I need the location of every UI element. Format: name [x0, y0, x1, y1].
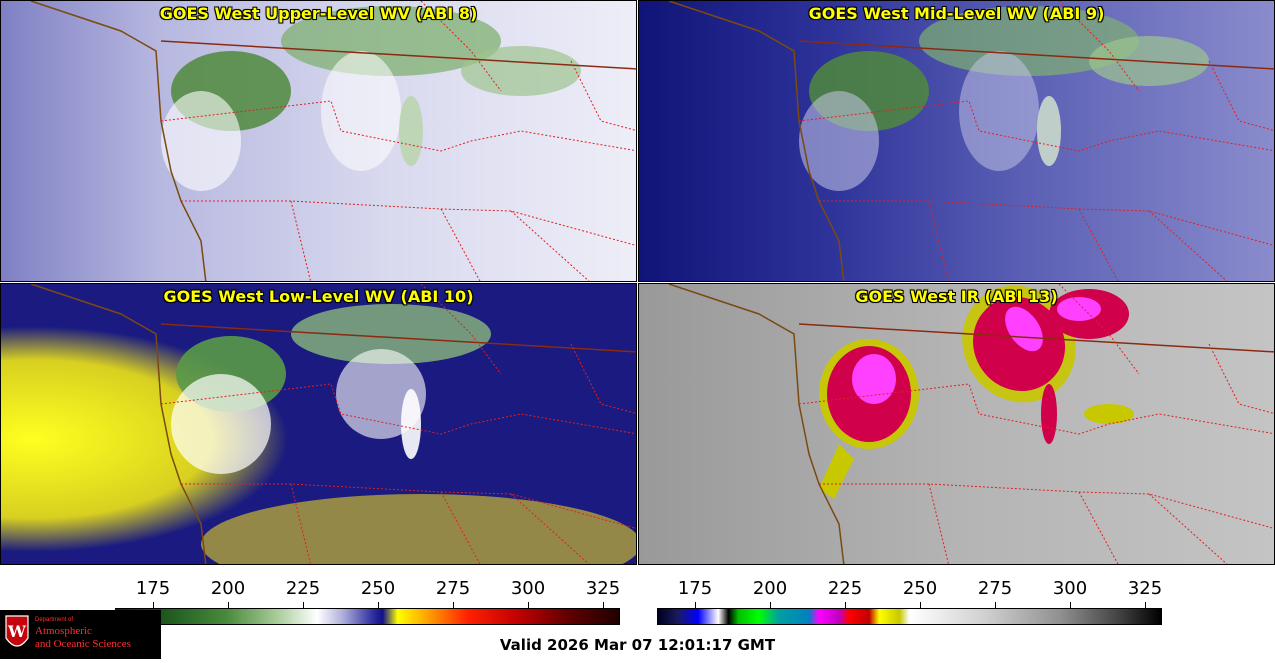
- ir-tick-label: 175: [677, 578, 713, 599]
- logo-text-line1: Department of: [35, 617, 74, 623]
- panel-title-upper-level-wv: GOES West Upper-Level WV (ABI 8): [159, 4, 478, 23]
- wv-tick-label: 175: [135, 578, 171, 599]
- ir-tick-label: 325: [1127, 578, 1163, 599]
- panel-title-mid-level-wv: GOES West Mid-Level WV (ABI 9): [808, 4, 1105, 23]
- panel-title-ir: GOES West IR (ABI 13): [855, 287, 1058, 306]
- wv-tick-mark: [378, 602, 379, 608]
- panel-upper-level-wv: GOES West Upper-Level WV (ABI 8): [0, 0, 637, 282]
- logo-text-line3: and Oceanic Sciences: [35, 638, 131, 650]
- ir-tick-mark: [995, 602, 996, 608]
- ir-image: [639, 284, 1274, 564]
- ir-tick-label: 275: [977, 578, 1013, 599]
- ir-tick-mark: [1145, 602, 1146, 608]
- wv-tick-label: 200: [210, 578, 246, 599]
- wv-tick-mark: [603, 602, 604, 608]
- wv-tick-label: 225: [285, 578, 321, 599]
- panel-title-low-level-wv: GOES West Low-Level WV (ABI 10): [163, 287, 474, 306]
- ir-tick-label: 250: [902, 578, 938, 599]
- ir-tick-mark: [1070, 602, 1071, 608]
- wv-tick-mark: [303, 602, 304, 608]
- ir-tick-mark: [920, 602, 921, 608]
- wv-tick-mark: [528, 602, 529, 608]
- wv-tick-label: 250: [360, 578, 396, 599]
- mid-level-wv-image: [639, 1, 1274, 281]
- wv-tick-mark: [228, 602, 229, 608]
- ir-tick-label: 225: [827, 578, 863, 599]
- wv-tick-mark: [153, 602, 154, 608]
- wv-tick-mark: [453, 602, 454, 608]
- ir-tick-label: 200: [752, 578, 788, 599]
- panel-mid-level-wv: GOES West Mid-Level WV (ABI 9): [638, 0, 1275, 282]
- wv-tick-label: 275: [435, 578, 471, 599]
- panel-ir: GOES West IR (ABI 13): [638, 283, 1275, 565]
- uw-crest-icon: W: [5, 615, 29, 647]
- ir-tick-mark: [695, 602, 696, 608]
- ir-colorbar: [657, 608, 1162, 625]
- logo-text-line2: Atmospheric: [35, 625, 92, 637]
- ir-tick-label: 300: [1052, 578, 1088, 599]
- low-level-wv-image: [1, 284, 636, 564]
- ir-tick-mark: [770, 602, 771, 608]
- wv-colorbar: [115, 608, 620, 625]
- panel-low-level-wv: GOES West Low-Level WV (ABI 10): [0, 283, 637, 565]
- valid-time: Valid 2026 Mar 07 12:01:17 GMT: [499, 636, 776, 654]
- upper-level-wv-image: [1, 1, 636, 281]
- wv-tick-label: 300: [510, 578, 546, 599]
- svg-text:W: W: [7, 622, 27, 641]
- uw-aos-logo: W Department of Atmospheric and Oceanic …: [0, 610, 161, 659]
- ir-tick-mark: [845, 602, 846, 608]
- wv-tick-label: 325: [585, 578, 621, 599]
